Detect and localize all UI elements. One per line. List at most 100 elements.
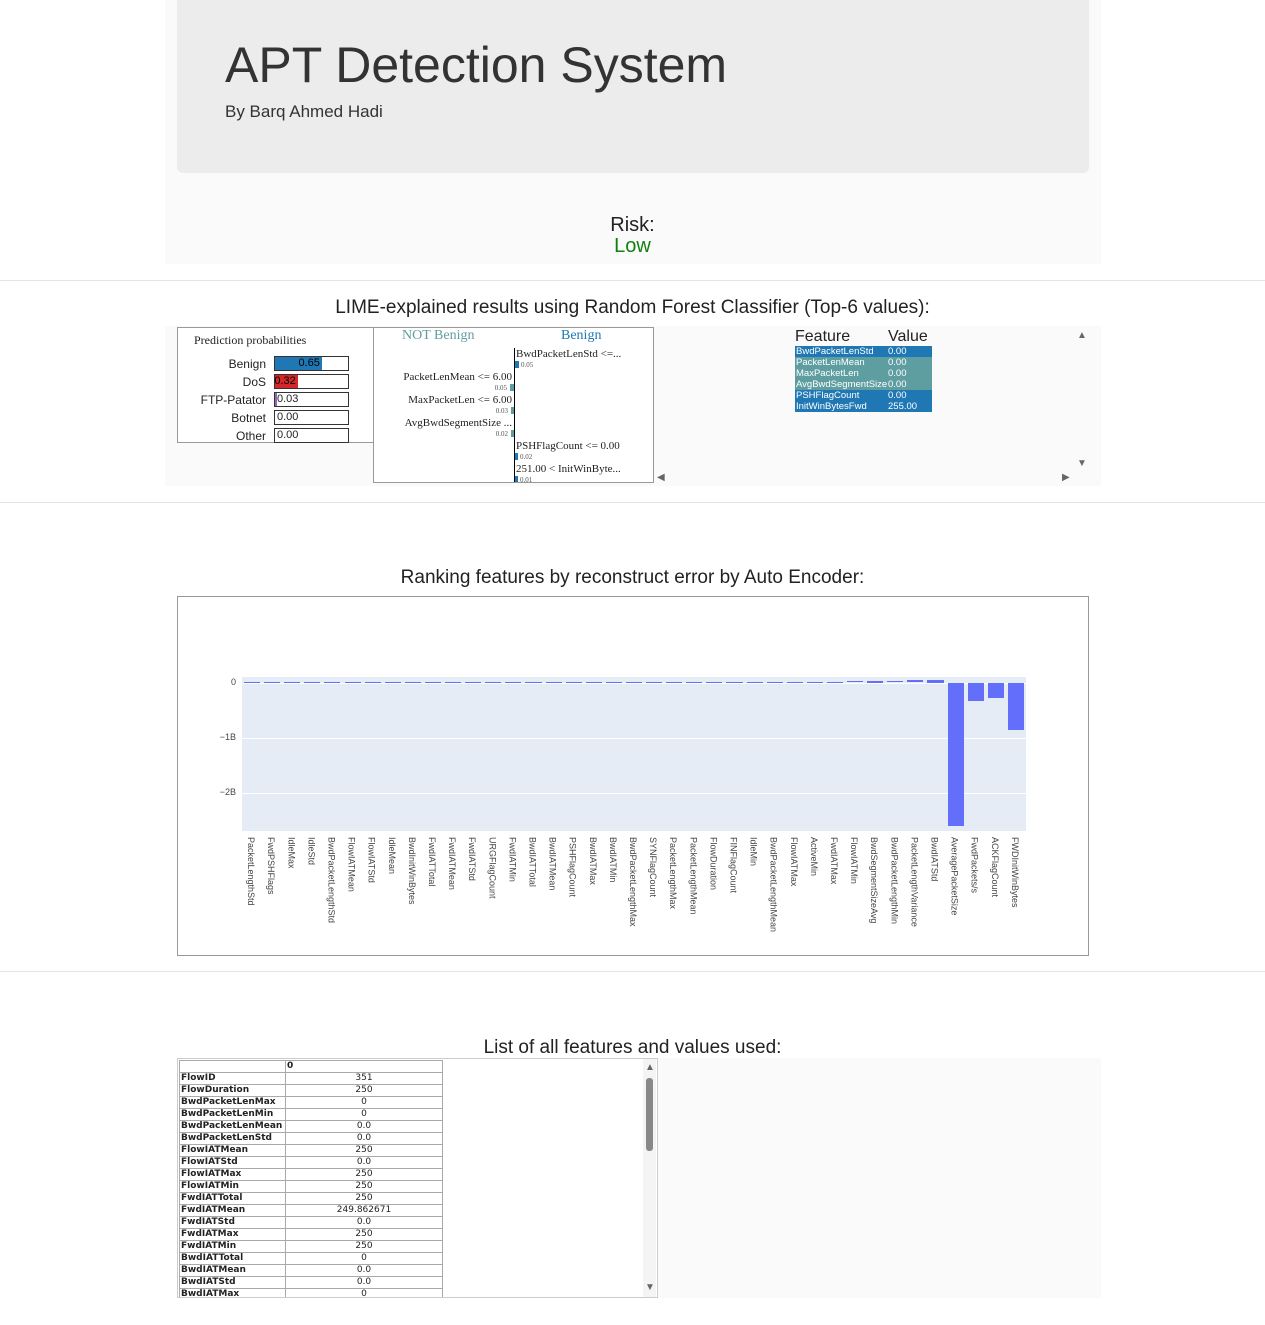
probability-value: 0.00 (277, 411, 299, 423)
feature-name-cell: FwdIATMin (179, 1240, 286, 1253)
chart-bar[interactable] (565, 682, 582, 684)
chart-bar[interactable] (1007, 682, 1024, 731)
ae-chart-frame[interactable]: 0 −1B −2B PacketLengthStd FwdPSHFlags IdleMax… (177, 596, 1089, 956)
chart-bar[interactable] (706, 682, 723, 684)
probability-bar: 0.00 (274, 428, 349, 443)
chart-bar[interactable] (625, 682, 643, 684)
feature-value-row: AvgBwdSegmentSize 0.00 (795, 379, 932, 390)
chart-bar[interactable] (605, 682, 622, 684)
chart-bar[interactable] (987, 682, 1004, 698)
features-table-col-header: 0 (285, 1060, 443, 1073)
feature-name: AvgBwdSegmentSize (796, 379, 888, 390)
chart-bar[interactable] (666, 682, 683, 684)
chart-bar[interactable] (907, 680, 924, 683)
scroll-left-icon[interactable]: ◀ (657, 472, 665, 483)
explanation-label: BwdPacketLenStd <=... (516, 348, 622, 360)
table-row: BwdIATMax 0 (179, 1288, 443, 1297)
scrollbar-thumb[interactable] (646, 1078, 653, 1151)
chart-bar[interactable] (364, 682, 381, 684)
chart-bar[interactable] (867, 681, 884, 683)
chart-bar[interactable] (887, 680, 904, 683)
chart-bar[interactable] (445, 682, 462, 684)
chart-bar[interactable] (806, 681, 823, 683)
scroll-down-icon[interactable]: ▼ (1077, 458, 1087, 469)
scroll-up-icon[interactable]: ▲ (1077, 330, 1087, 341)
chart-bar[interactable] (384, 682, 401, 684)
chart-bar[interactable] (726, 682, 743, 684)
chart-bar[interactable] (324, 682, 341, 684)
probability-bar: 0.32 (274, 374, 349, 389)
table-row: BwdPacketLenMax 0 (179, 1096, 443, 1109)
table-row: FlowIATMean 250 (179, 1144, 443, 1157)
plot-area (242, 677, 1026, 831)
chart-bar[interactable] (967, 682, 984, 701)
chart-bar[interactable] (646, 682, 663, 684)
explanation-weight: 0.02 (520, 453, 533, 461)
x-tick-label: PacketLengthMean (688, 837, 699, 915)
feature-value-cell: 250 (285, 1228, 443, 1241)
chart-bar[interactable] (304, 682, 321, 684)
feature-name-cell: BwdPacketLenMean (179, 1120, 286, 1133)
feature-name-cell: BwdPacketLenStd (179, 1132, 286, 1145)
x-tick-label: BwdPacketLengthMean (768, 837, 779, 933)
feature-value-cell: 0 (285, 1288, 443, 1297)
page-title: APT Detection System (225, 37, 728, 93)
x-tick-label: FwdIATMean (447, 837, 458, 890)
chart-bar[interactable] (585, 682, 602, 684)
chart-bar[interactable] (746, 681, 763, 683)
feature-value: 0.00 (888, 346, 907, 357)
chart-bar[interactable] (545, 682, 562, 684)
chart-bar[interactable] (786, 681, 803, 683)
table-row: FlowID 351 (179, 1072, 443, 1085)
table-row: FwdIATTotal 250 (179, 1192, 443, 1205)
chart-bar[interactable] (344, 682, 361, 684)
ae-section-title: Ranking features by reconstruct error by… (400, 567, 865, 588)
feature-value-cell: 250 (285, 1192, 443, 1205)
probability-row: Botnet 0.00 (178, 410, 373, 426)
features-table: 0 FlowID 351 FlowDuration 250 BwdPacketLenMa… (179, 1060, 443, 1297)
chart-bar[interactable] (505, 682, 522, 684)
feature-col-header: Feature (795, 328, 851, 345)
feature-value-cell: 351 (285, 1072, 443, 1085)
feature-value: 0.00 (888, 357, 907, 368)
chart-bar[interactable] (284, 682, 301, 684)
explanation-weight: 0.02 (495, 430, 508, 438)
scroll-down-icon[interactable]: ▼ (645, 1282, 655, 1293)
x-tick-label: IdleStd (306, 837, 317, 866)
chart-bar[interactable] (404, 682, 421, 684)
x-tick-label: BwdPacketLengthStd (326, 837, 337, 924)
explanation-bar (515, 476, 518, 482)
chart-bar[interactable] (847, 681, 864, 683)
chart-bar[interactable] (766, 681, 783, 683)
chart-bar[interactable] (485, 682, 502, 684)
vertical-scrollbar[interactable]: ▲ ▼ (643, 1059, 656, 1297)
chart-bar[interactable] (947, 682, 964, 826)
table-row: FwdIATMean 249.862671 (179, 1204, 443, 1217)
features-table-frame[interactable]: 0 FlowID 351 FlowDuration 250 BwdPacketLenMa… (177, 1058, 658, 1298)
chart-bar[interactable] (264, 682, 281, 684)
chart-bar[interactable] (465, 682, 482, 684)
chart-bar[interactable] (525, 682, 542, 684)
table-row: FwdIATStd 0.0 (179, 1216, 443, 1229)
explanation-bar (510, 384, 514, 391)
x-tick-label: FlowDuration (708, 837, 719, 891)
scroll-up-icon[interactable]: ▲ (645, 1062, 655, 1073)
x-tick-label: AveragePacketSize (949, 837, 960, 916)
probability-value: 0.65 (298, 357, 320, 369)
x-tick-label: PacketLengthStd (246, 837, 257, 906)
x-tick-label: FlowIATMean (346, 837, 357, 892)
x-tick-label: IdleMin (748, 837, 759, 867)
chart-bar[interactable] (686, 682, 703, 684)
chart-bar[interactable] (826, 681, 844, 683)
y-tick-label: −1B (219, 731, 236, 742)
probability-row: DoS 0.32 (178, 374, 373, 390)
chart-bar[interactable] (927, 679, 944, 683)
explanation-bar (515, 361, 519, 368)
chart-bar[interactable] (244, 682, 261, 684)
divider (0, 280, 1265, 281)
x-tick-label: FlowIATMax (788, 837, 799, 887)
chart-bar[interactable] (424, 682, 441, 684)
probability-class: DoS (242, 375, 266, 389)
feature-value: 0.00 (888, 379, 907, 390)
scroll-right-icon[interactable]: ▶ (1062, 472, 1070, 483)
